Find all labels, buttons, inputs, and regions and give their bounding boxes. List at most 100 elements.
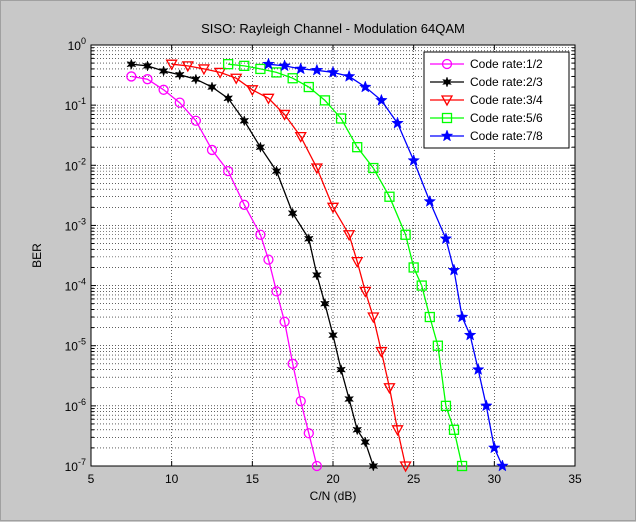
data-point	[158, 84, 169, 95]
data-point	[479, 399, 493, 412]
data-point	[367, 312, 380, 324]
y-tick-label: 10-5	[65, 337, 86, 354]
data-point	[448, 424, 460, 435]
data-point	[400, 229, 411, 240]
data-point	[271, 286, 282, 297]
data-point	[384, 191, 395, 202]
series-line	[228, 63, 463, 467]
data-point	[375, 93, 388, 106]
data-point	[455, 310, 469, 323]
data-point	[278, 59, 291, 72]
legend-label: Code rate:1/2	[470, 57, 543, 71]
legend-entry: Code rate:1/2	[430, 57, 543, 71]
data-point	[239, 199, 250, 210]
legend-label: Code rate:3/4	[470, 93, 543, 107]
legend-entry: Code rate:5/6	[430, 111, 543, 125]
y-tick-label: 10-6	[65, 397, 86, 414]
data-point	[197, 64, 211, 76]
data-point	[262, 93, 275, 105]
data-point	[158, 65, 169, 77]
data-point	[295, 395, 306, 407]
data-point	[496, 459, 509, 472]
y-tick-base: 10	[65, 460, 79, 474]
y-tick-exp: -6	[78, 397, 86, 407]
data-point	[432, 340, 444, 351]
data-point	[383, 383, 396, 395]
series-4	[222, 59, 468, 472]
y-tick-exp: 0	[81, 36, 86, 46]
data-point	[287, 358, 298, 369]
legend-marker	[440, 129, 454, 142]
series-5	[262, 57, 509, 472]
data-point	[311, 460, 323, 472]
grid-lines	[91, 45, 575, 466]
data-point	[342, 69, 356, 82]
data-point	[278, 109, 291, 121]
data-point	[319, 95, 331, 106]
data-point	[352, 142, 363, 153]
y-tick-label: 100	[68, 36, 86, 53]
data-point	[343, 230, 356, 242]
data-point	[463, 328, 477, 341]
data-point	[487, 441, 501, 454]
legend-entry: Code rate:7/8	[430, 129, 543, 143]
legend-marker	[441, 58, 453, 70]
data-point	[246, 85, 259, 97]
data-point	[310, 163, 323, 175]
data-point	[263, 254, 274, 265]
y-tick-exp: -3	[78, 216, 86, 226]
data-point	[207, 81, 217, 93]
y-tick-label: 10-2	[65, 156, 86, 173]
data-point	[213, 67, 227, 79]
y-tick-base: 10	[65, 159, 79, 173]
data-point	[262, 57, 275, 70]
data-point	[239, 60, 250, 72]
data-point	[271, 67, 282, 78]
x-tick-label: 25	[407, 472, 421, 486]
y-tick-label: 10-1	[65, 96, 86, 113]
data-point	[352, 424, 363, 436]
y-tick-base: 10	[65, 400, 79, 414]
data-point	[471, 362, 485, 376]
legend-entry: Code rate:3/4	[430, 93, 543, 107]
data-point	[230, 73, 243, 85]
data-point	[287, 207, 298, 219]
x-axis-title: C/N (dB)	[310, 489, 357, 503]
legend-marker	[440, 95, 454, 107]
data-point	[416, 280, 427, 291]
data-point	[126, 71, 137, 82]
y-tick-base: 10	[68, 39, 82, 53]
y-tick-base: 10	[65, 340, 79, 354]
legend: Code rate:1/2 Code rate:2/3 Code rate:3/4 C…	[423, 51, 570, 149]
data-point	[303, 81, 314, 93]
data-point	[311, 269, 322, 281]
data-point	[326, 65, 340, 78]
data-point	[424, 311, 435, 323]
data-point	[447, 263, 461, 276]
data-point	[328, 329, 338, 341]
series-line	[131, 75, 318, 467]
series-3	[165, 59, 412, 473]
data-point	[174, 97, 185, 108]
data-point	[223, 92, 234, 105]
y-tick-exp: -7	[78, 457, 86, 467]
data-point	[271, 165, 282, 177]
data-point	[303, 233, 314, 245]
data-point	[255, 229, 266, 240]
data-point	[181, 61, 194, 73]
data-point	[222, 59, 234, 70]
x-tick-label: 20	[326, 472, 340, 486]
y-tick-exp: -1	[78, 96, 86, 106]
data-point	[359, 286, 372, 298]
data-point	[344, 393, 355, 405]
data-point	[142, 74, 153, 85]
legend-marker	[442, 76, 452, 88]
data-point	[303, 428, 314, 439]
data-point	[351, 256, 364, 268]
series-layer	[126, 57, 509, 473]
x-tick-label: 10	[165, 472, 179, 486]
y-axis-title: BER	[30, 243, 44, 268]
y-tick-label: 10-4	[65, 277, 86, 294]
